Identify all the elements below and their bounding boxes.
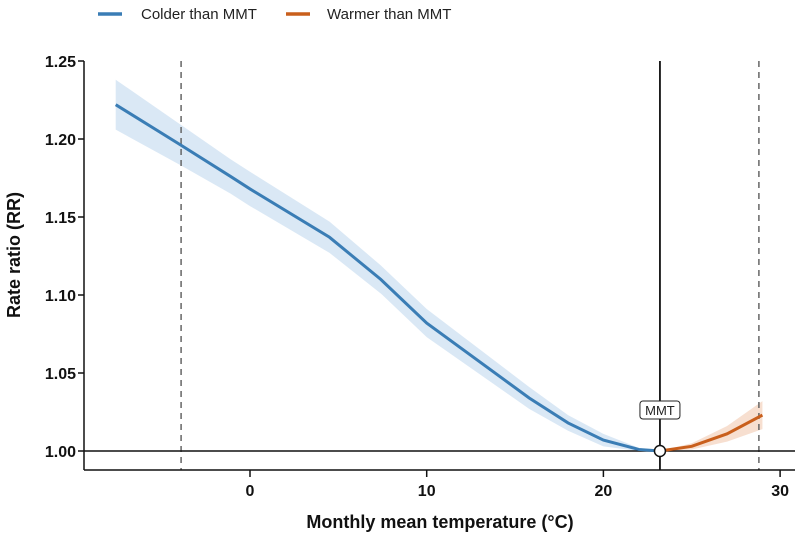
mmt-label-box (639, 400, 681, 420)
ci-band-0 (115, 79, 660, 451)
legend-label-warmer: Warmer than MMT (327, 6, 451, 23)
x-axis-title: Monthly mean temperature (°C) (306, 512, 573, 532)
y-tick-label: 1.10 (45, 288, 76, 305)
y-tick-label: 1.25 (45, 54, 76, 71)
y-tick-label: 1.00 (45, 444, 76, 461)
y-tick-label: 1.20 (45, 132, 76, 149)
y-tick-label: 1.15 (45, 210, 76, 227)
series-line-1 (659, 413, 764, 453)
x-tick-label: 20 (595, 483, 613, 500)
legend: Colder than MMT Warmer than MMT (98, 6, 451, 23)
series-line-0 (114, 103, 661, 453)
legend-label-colder: Colder than MMT (141, 6, 257, 23)
plot-area: MMT (84, 61, 795, 470)
y-axis-title: Rate ratio (RR) (4, 192, 24, 318)
mmt-point (653, 444, 667, 458)
y-tick-label: 1.05 (45, 366, 76, 383)
x-tick-label: 0 (246, 483, 255, 500)
mmt-label: MMT (645, 403, 675, 418)
x-tick-label: 30 (771, 483, 789, 500)
axes: 1.00 1.05 1.10 1.15 1.20 1.25 0 10 20 30 (45, 54, 795, 500)
x-tick-label: 10 (418, 483, 436, 500)
